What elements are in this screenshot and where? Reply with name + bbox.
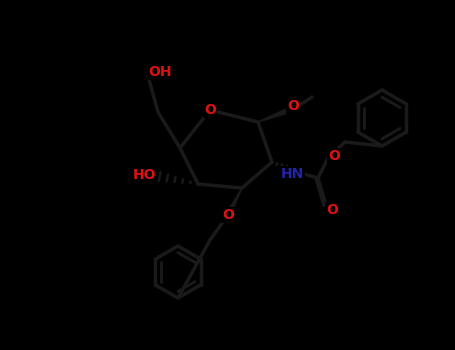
Text: O: O xyxy=(222,208,234,222)
Text: O: O xyxy=(328,149,340,163)
Text: OH: OH xyxy=(148,65,172,79)
Text: HO: HO xyxy=(132,168,156,182)
Text: HN: HN xyxy=(280,167,303,181)
Text: O: O xyxy=(326,203,338,217)
Polygon shape xyxy=(226,188,242,216)
Text: O: O xyxy=(287,99,299,113)
Text: O: O xyxy=(204,103,216,117)
Polygon shape xyxy=(258,105,296,122)
